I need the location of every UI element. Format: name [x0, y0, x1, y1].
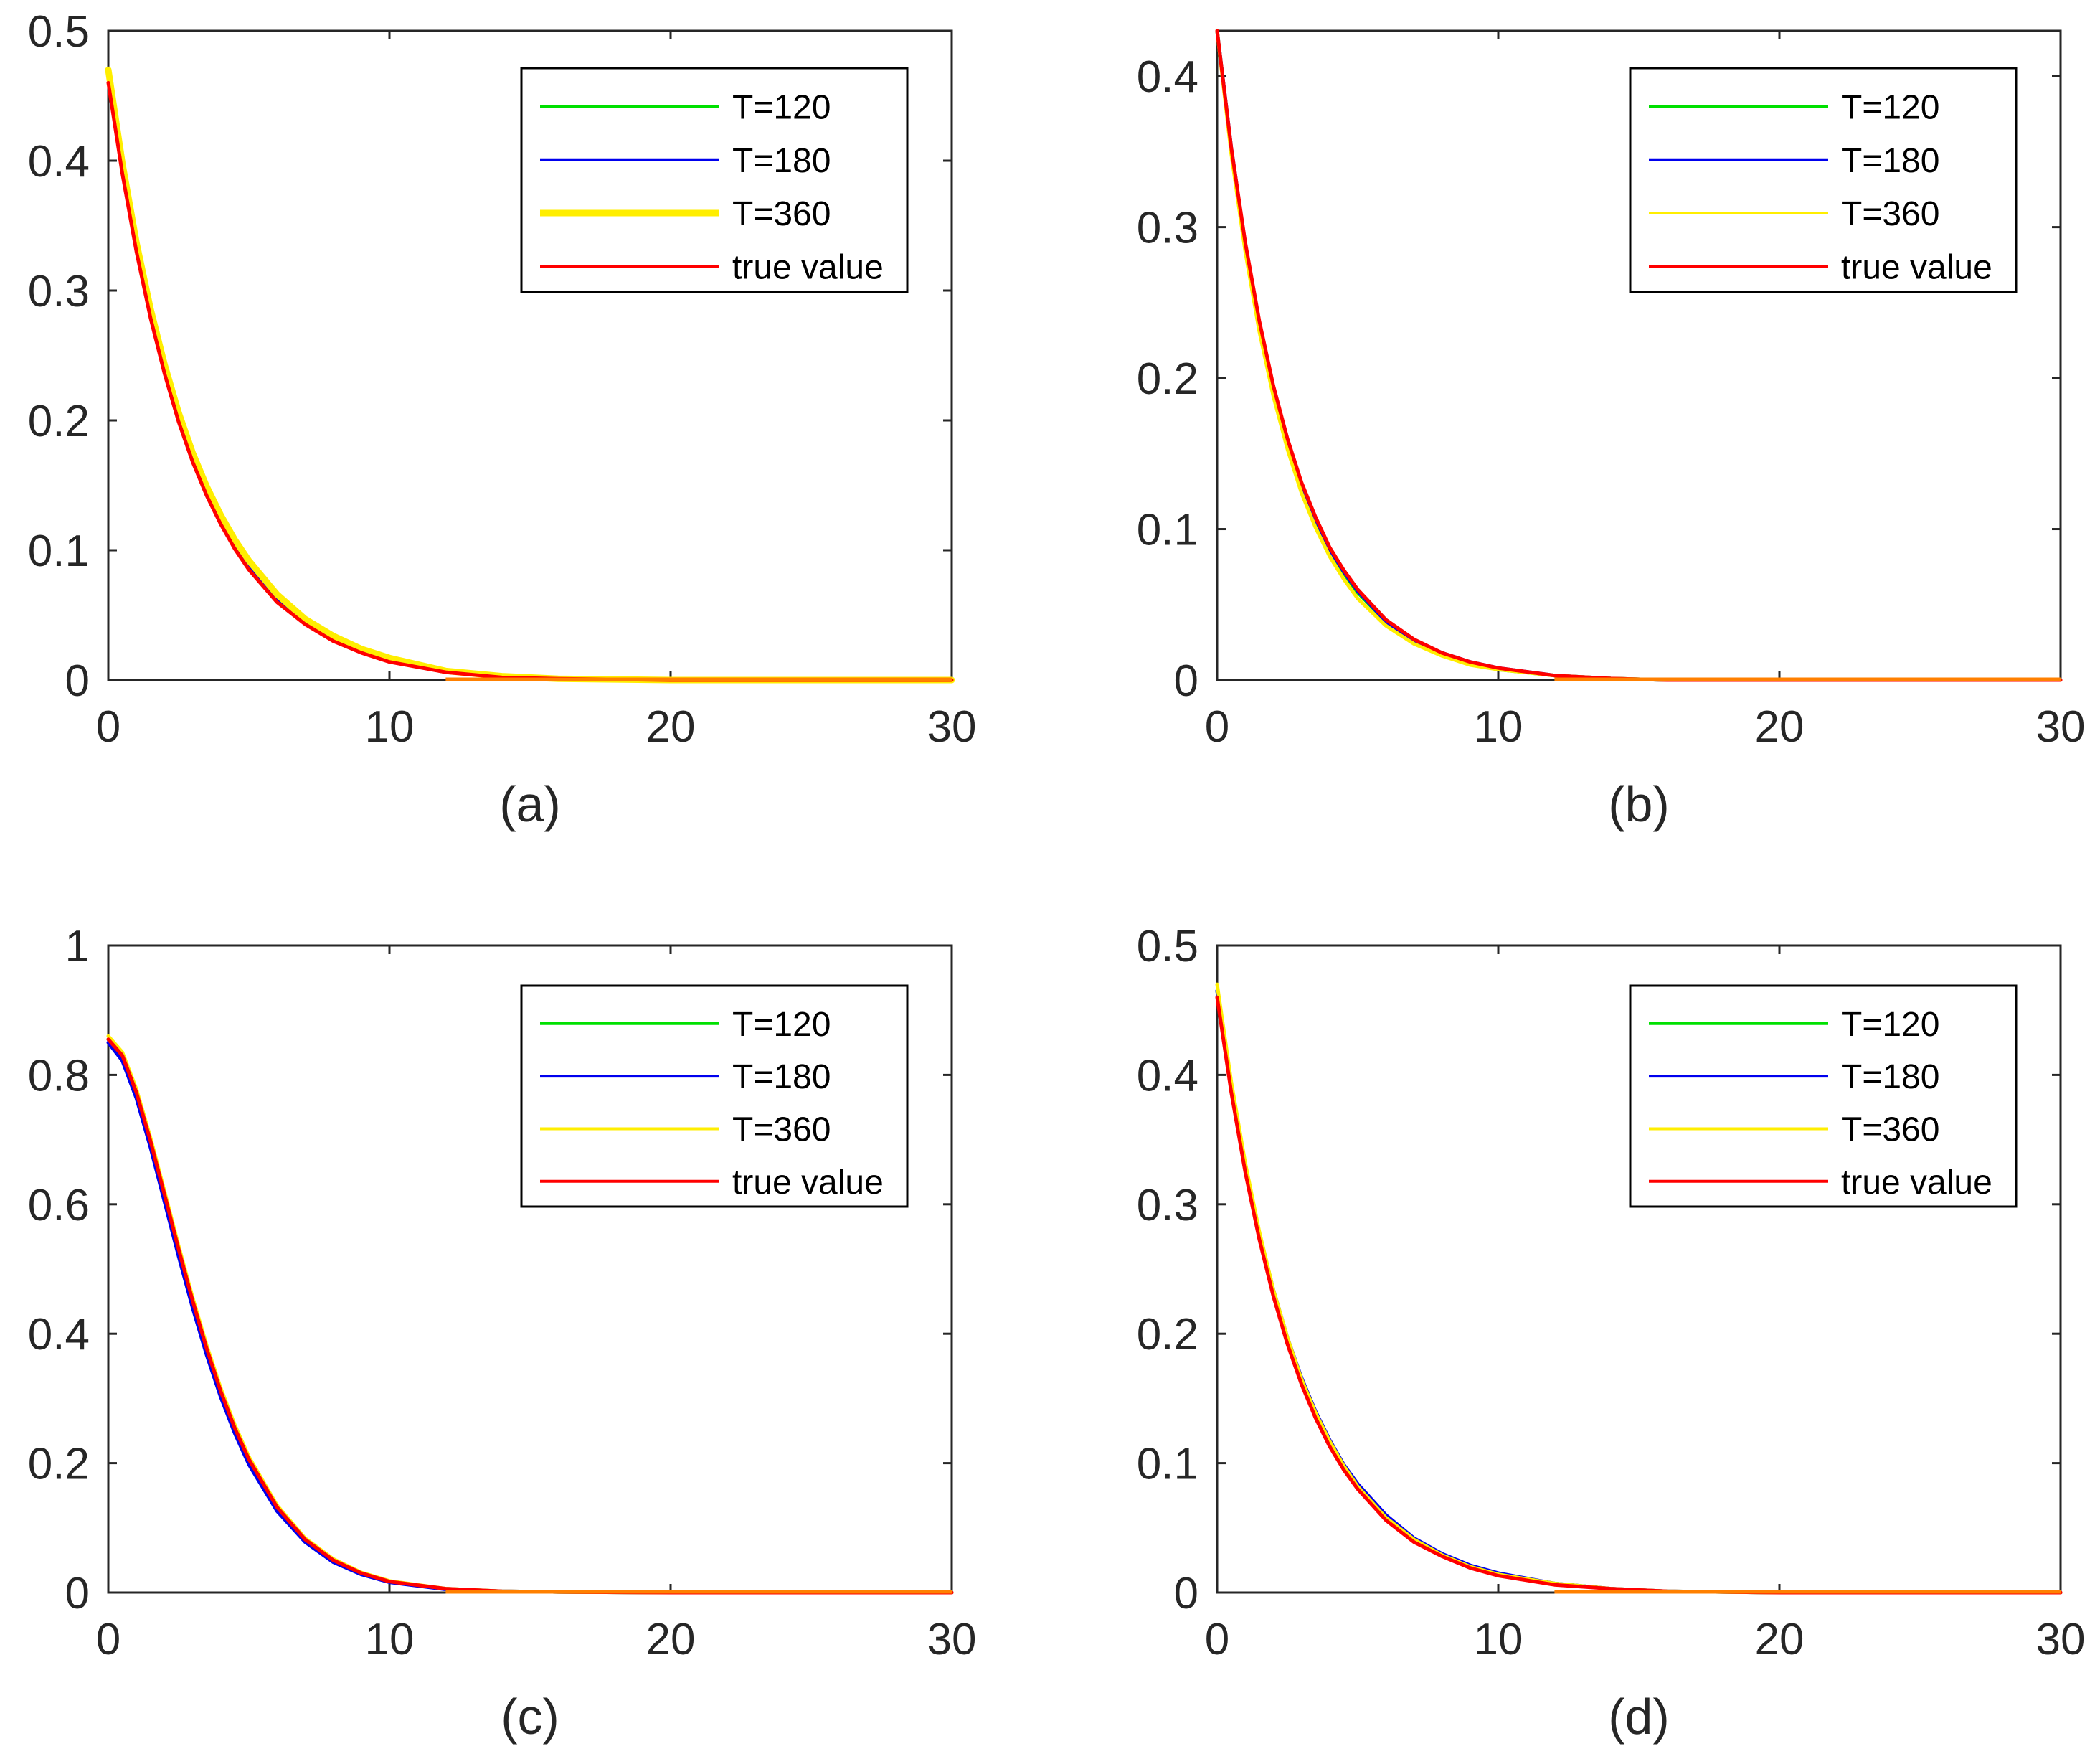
legend-label-d-t360: T=360 — [1841, 1110, 1939, 1149]
legend-d: T=120 T=180 T=360 true value — [1629, 984, 2018, 1208]
y-tick-label-c-3: 0.6 — [28, 1181, 90, 1230]
legend-label-b-t180: T=180 — [1841, 142, 1939, 180]
y-tick-label-a-4: 0.4 — [28, 137, 90, 187]
legend-label-d-t180: T=180 — [1841, 1058, 1939, 1096]
x-tick-label-c-3: 30 — [927, 1615, 977, 1664]
y-tick-label-a-1: 0.1 — [28, 527, 90, 576]
legend-c: T=120 T=180 T=360 true value — [520, 984, 909, 1208]
legend-label-d-true: true value — [1841, 1164, 1992, 1202]
y-tick-label-b-0: 0 — [1174, 656, 1198, 706]
legend-label-b-t120: T=120 — [1841, 88, 1939, 126]
panel-caption-c: (c) — [501, 1689, 559, 1745]
y-tick-label-b-2: 0.2 — [1137, 354, 1198, 404]
panel-caption-a: (a) — [499, 776, 561, 832]
panel-b: 0 10 20 30 0 0.1 0.2 0.3 0.4 T=120 T=180 T=360 true … — [1137, 29, 2086, 832]
legend-label-d-t120: T=120 — [1841, 1006, 1939, 1044]
y-tick-label-b-4: 0.4 — [1137, 52, 1198, 102]
panel-caption-b: (b) — [1608, 776, 1670, 832]
x-tick-label-c-1: 10 — [365, 1615, 415, 1664]
y-tick-label-a-2: 0.2 — [28, 397, 90, 446]
x-tick-label-b-2: 20 — [1755, 702, 1805, 752]
x-tick-label-b-0: 0 — [1205, 702, 1229, 752]
y-tick-label-c-2: 0.4 — [28, 1310, 90, 1359]
y-tick-label-d-1: 0.1 — [1137, 1440, 1198, 1489]
panel-caption-d: (d) — [1608, 1689, 1670, 1745]
panel-c: 0 10 20 30 0 0.2 0.4 0.6 0.8 1 T=120 T=180 T=360 true… — [28, 922, 977, 1745]
y-tick-label-a-5: 0.5 — [28, 7, 90, 57]
panel-d: 0 10 20 30 0 0.1 0.2 0.3 0.4 0.5 T=120 T=180 T=360 tr… — [1137, 922, 2086, 1745]
y-tick-label-d-5: 0.5 — [1137, 922, 1198, 971]
y-tick-label-c-4: 0.8 — [28, 1051, 90, 1100]
legend-b: T=120 T=180 T=360 true value — [1629, 67, 2018, 293]
y-tick-label-c-5: 1 — [65, 922, 90, 971]
x-tick-label-a-3: 30 — [927, 702, 977, 752]
y-tick-label-a-3: 0.3 — [28, 267, 90, 316]
legend-label-a-true: true value — [732, 248, 884, 286]
y-tick-label-c-1: 0.2 — [28, 1440, 90, 1489]
x-tick-label-d-1: 10 — [1474, 1615, 1523, 1664]
y-tick-label-d-4: 0.4 — [1137, 1051, 1198, 1100]
legend-label-a-t120: T=120 — [732, 88, 831, 126]
y-tick-label-c-0: 0 — [65, 1569, 90, 1618]
legend-label-a-t180: T=180 — [732, 142, 831, 180]
x-tick-label-b-1: 10 — [1474, 702, 1523, 752]
y-tick-label-d-3: 0.3 — [1137, 1181, 1198, 1230]
x-tick-label-b-3: 30 — [2036, 702, 2086, 752]
x-tick-label-a-1: 10 — [365, 702, 415, 752]
panel-a: 0 10 20 30 0 0.1 0.2 0.3 0.4 0.5 T=120 T=180 T=360 tr… — [28, 7, 977, 832]
x-tick-label-d-3: 30 — [2036, 1615, 2086, 1664]
x-tick-label-c-2: 20 — [646, 1615, 696, 1664]
series-line-d-true — [1215, 995, 2063, 1595]
y-tick-label-b-1: 0.1 — [1137, 506, 1198, 555]
x-tick-label-d-2: 20 — [1755, 1615, 1805, 1664]
legend-label-c-t120: T=120 — [732, 1006, 831, 1044]
x-tick-label-a-0: 0 — [96, 702, 120, 752]
x-tick-label-a-2: 20 — [646, 702, 696, 752]
legend-label-c-t180: T=180 — [732, 1058, 831, 1096]
y-tick-label-a-0: 0 — [65, 656, 90, 706]
y-tick-label-d-2: 0.2 — [1137, 1310, 1198, 1359]
legend-label-c-t360: T=360 — [732, 1110, 831, 1149]
y-tick-label-d-0: 0 — [1174, 1569, 1198, 1618]
x-tick-label-c-0: 0 — [96, 1615, 120, 1664]
legend-label-c-true: true value — [732, 1164, 884, 1202]
legend-label-a-t360: T=360 — [732, 195, 831, 233]
legend-a: T=120 T=180 T=360 true value — [520, 67, 909, 293]
legend-label-b-true: true value — [1841, 248, 1992, 286]
legend-label-b-t360: T=360 — [1841, 195, 1939, 233]
x-tick-label-d-0: 0 — [1205, 1615, 1229, 1664]
y-tick-label-b-3: 0.3 — [1137, 204, 1198, 253]
